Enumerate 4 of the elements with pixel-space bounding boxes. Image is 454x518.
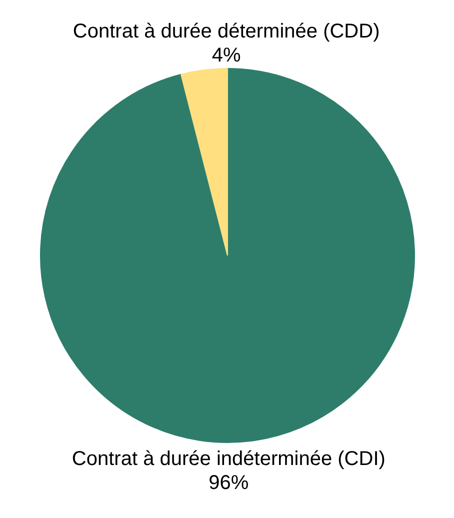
data-label: 96% — [208, 472, 249, 494]
slice-label: Contrat à durée indéterminée (CDI) — [72, 448, 386, 470]
data-label: 4% — [212, 44, 241, 67]
slice-label: Contrat à durée déterminée (CDD) — [72, 20, 380, 43]
